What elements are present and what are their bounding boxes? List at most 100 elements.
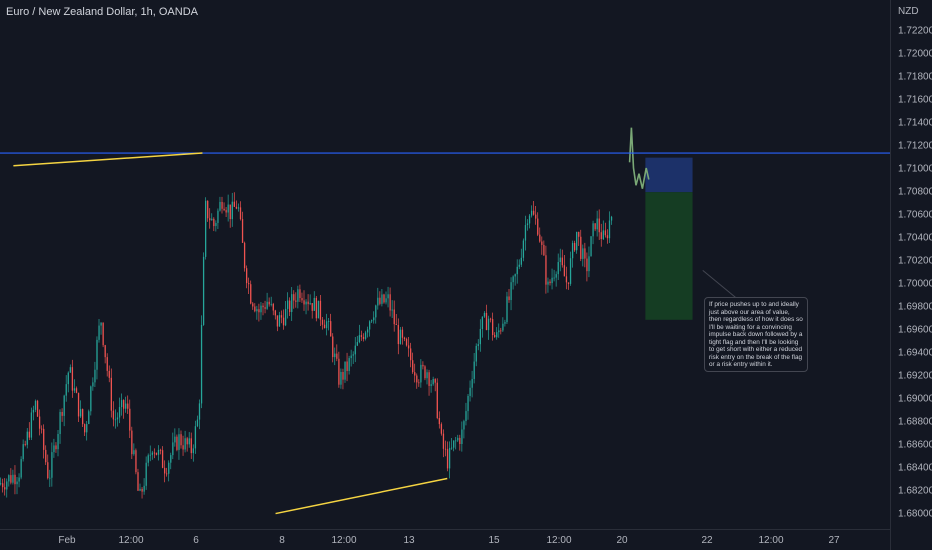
- candle-body: [602, 230, 604, 240]
- candle-body: [489, 318, 492, 320]
- candle-body: [344, 361, 346, 380]
- trendline: [13, 152, 203, 167]
- candle-body: [446, 449, 449, 469]
- annotation-note[interactable]: If price pushes up to and ideally just a…: [704, 297, 808, 372]
- price-tick-label: 1.68600: [898, 440, 932, 451]
- candle-body: [295, 300, 297, 302]
- candle-body: [274, 310, 276, 316]
- price-tick-label: 1.71200: [898, 141, 932, 152]
- candle-body: [49, 477, 51, 479]
- time-tick-label: 12:00: [546, 535, 571, 546]
- candle-body: [176, 436, 178, 450]
- price-tick-label: 1.70000: [898, 279, 932, 290]
- price-axis-border: [890, 0, 891, 550]
- candle-body: [233, 201, 235, 207]
- candle-body: [139, 488, 141, 491]
- stop-loss-zone: [645, 157, 693, 193]
- candle-body: [129, 408, 131, 431]
- candle-body: [182, 445, 184, 450]
- price-axis-currency: NZD: [898, 6, 919, 17]
- candle-body: [8, 475, 10, 482]
- candle-body: [221, 201, 223, 209]
- candle-body: [317, 300, 320, 319]
- candle-body: [250, 284, 252, 304]
- candle-body: [73, 388, 76, 391]
- candle-body: [551, 277, 553, 284]
- candle-body: [592, 223, 594, 237]
- candle-body: [340, 372, 342, 385]
- candle-body: [215, 222, 217, 227]
- candle-body: [516, 266, 518, 275]
- candle-body: [28, 431, 30, 438]
- candle-body: [186, 438, 188, 445]
- candle-body: [559, 257, 561, 263]
- candle-body: [557, 262, 559, 275]
- candle-body: [252, 303, 254, 307]
- candle-body: [41, 428, 43, 430]
- candle-body: [12, 474, 14, 483]
- candle-body: [166, 473, 168, 475]
- candle-body: [385, 298, 387, 303]
- candle-body: [303, 300, 305, 305]
- price-tick-label: 1.70800: [898, 187, 932, 198]
- time-tick-label: Feb: [58, 535, 76, 546]
- candle-body: [59, 411, 61, 435]
- candle-body: [38, 416, 41, 429]
- time-tick-label: 12:00: [331, 535, 356, 546]
- candle-body: [455, 440, 457, 442]
- candle-body: [512, 276, 514, 283]
- candle-body: [231, 201, 233, 220]
- candle-body: [86, 424, 88, 433]
- candle-body: [188, 438, 190, 445]
- candle-body: [569, 258, 572, 284]
- candle-body: [262, 305, 264, 308]
- time-tick-label: 27: [828, 535, 840, 546]
- candle-body: [36, 400, 39, 417]
- candle-body: [24, 444, 26, 445]
- candle-body: [416, 375, 418, 383]
- candle-body: [289, 300, 291, 312]
- candle-body: [448, 447, 451, 469]
- candle-body: [155, 452, 158, 455]
- candle-body: [135, 450, 137, 473]
- candle-body: [2, 483, 4, 488]
- candle-body: [243, 242, 246, 269]
- candle-body: [123, 400, 125, 409]
- candle-body: [280, 315, 283, 318]
- candle-body: [53, 445, 55, 453]
- candle-body: [57, 434, 59, 450]
- candle-body: [311, 303, 313, 311]
- candle-body: [63, 395, 65, 416]
- price-tick-label: 1.71000: [898, 164, 932, 175]
- candle-body: [467, 395, 469, 412]
- candle-body: [235, 206, 238, 209]
- candle-body: [153, 452, 156, 454]
- candle-body: [239, 207, 242, 220]
- candle-body: [383, 294, 385, 303]
- candle-body: [284, 308, 287, 326]
- candle-body: [205, 200, 207, 257]
- candle-body: [504, 322, 506, 324]
- candle-body: [387, 294, 389, 299]
- price-tick-label: 1.70400: [898, 233, 932, 244]
- candle-body: [315, 297, 317, 319]
- candle-body: [565, 276, 568, 283]
- candle-body: [510, 282, 512, 301]
- candle-body: [120, 400, 123, 408]
- candle-body: [114, 419, 117, 421]
- price-tick-label: 1.68400: [898, 463, 932, 474]
- candle-body: [200, 324, 203, 404]
- candle-body: [547, 281, 549, 285]
- candle-body: [190, 438, 192, 454]
- candle-body: [397, 325, 399, 345]
- candle-body: [498, 330, 500, 333]
- candle-body: [102, 322, 104, 346]
- candle-body: [530, 210, 533, 216]
- candle-body: [270, 303, 272, 305]
- candle-body: [297, 289, 299, 302]
- candle-body: [477, 344, 479, 346]
- candle-body: [98, 325, 100, 340]
- candle-body: [377, 297, 379, 306]
